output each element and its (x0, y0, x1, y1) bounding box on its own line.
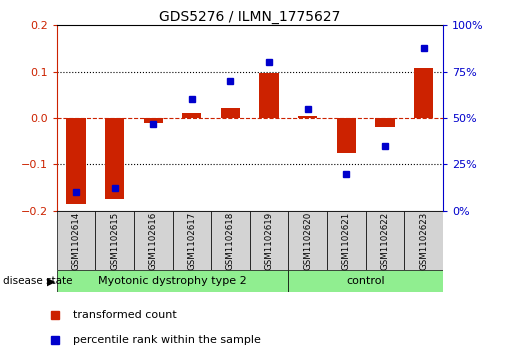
Text: percentile rank within the sample: percentile rank within the sample (73, 335, 261, 345)
Bar (414, 69, 433, 118)
Bar (260, 73, 279, 118)
Bar (173, 211, 211, 270)
Text: GSM1102618: GSM1102618 (226, 211, 235, 270)
Bar (95, 211, 134, 270)
Bar (327, 211, 366, 270)
Text: control: control (346, 276, 385, 286)
Text: GSM1102620: GSM1102620 (303, 211, 312, 270)
Text: transformed count: transformed count (73, 310, 177, 320)
Bar (337, 118, 356, 153)
Text: disease state: disease state (3, 276, 72, 286)
Text: GSM1102616: GSM1102616 (149, 211, 158, 270)
Bar (57, 211, 95, 270)
Bar (66, 118, 85, 204)
Bar (144, 118, 163, 123)
Bar (366, 211, 404, 270)
Bar (211, 211, 250, 270)
Text: GSM1102619: GSM1102619 (265, 211, 273, 270)
Bar (250, 211, 288, 270)
Title: GDS5276 / ILMN_1775627: GDS5276 / ILMN_1775627 (159, 11, 340, 24)
Bar (221, 108, 240, 118)
Text: GSM1102622: GSM1102622 (381, 211, 389, 270)
Text: ▶: ▶ (47, 276, 56, 286)
Bar (298, 116, 317, 118)
Text: GSM1102623: GSM1102623 (419, 211, 428, 270)
Text: GSM1102614: GSM1102614 (72, 211, 80, 270)
Text: Myotonic dystrophy type 2: Myotonic dystrophy type 2 (98, 276, 247, 286)
Bar (375, 118, 394, 127)
Text: GSM1102615: GSM1102615 (110, 211, 119, 270)
Text: GSM1102617: GSM1102617 (187, 211, 196, 270)
Bar (404, 211, 443, 270)
Bar (182, 113, 201, 118)
Bar (134, 211, 173, 270)
Bar (57, 270, 288, 292)
Bar (288, 211, 327, 270)
Text: GSM1102621: GSM1102621 (342, 211, 351, 270)
Bar (105, 118, 124, 199)
Bar (288, 270, 443, 292)
